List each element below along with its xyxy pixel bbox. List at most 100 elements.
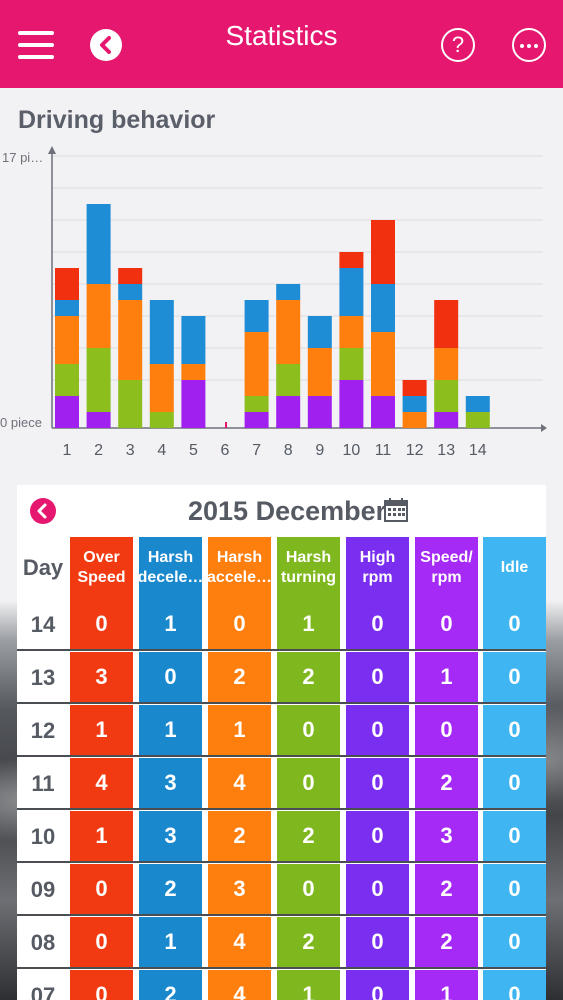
bar-segment[interactable] xyxy=(244,332,269,396)
table-cell[interactable]: 0 xyxy=(70,864,133,914)
table-cell[interactable]: 2 xyxy=(139,864,202,914)
bar-segment[interactable] xyxy=(339,316,364,348)
table-cell[interactable]: 4 xyxy=(208,917,271,967)
hamburger-menu-icon[interactable] xyxy=(18,31,54,59)
table-cell[interactable]: 1 xyxy=(277,599,340,649)
table-cell[interactable]: 0 xyxy=(415,705,478,755)
table-cell[interactable]: 0 xyxy=(346,758,409,808)
table-cell[interactable]: 2 xyxy=(208,652,271,702)
bar-segment[interactable] xyxy=(55,268,79,300)
table-cell[interactable]: 1 xyxy=(139,705,202,755)
table-cell[interactable]: 0 xyxy=(483,599,546,649)
table-cell[interactable]: 3 xyxy=(70,652,133,702)
table-cell[interactable]: 0 xyxy=(277,705,340,755)
table-cell[interactable]: 2 xyxy=(277,652,340,702)
table-cell[interactable]: 2 xyxy=(415,864,478,914)
table-cell[interactable]: 1 xyxy=(70,705,133,755)
bar-segment[interactable] xyxy=(307,396,332,428)
bar-segment[interactable] xyxy=(181,380,206,428)
bar-segment[interactable] xyxy=(118,268,143,284)
bar-segment[interactable] xyxy=(118,380,143,428)
bar-segment[interactable] xyxy=(244,412,269,428)
table-cell[interactable]: 0 xyxy=(483,864,546,914)
bar-segment[interactable] xyxy=(434,412,459,428)
bar-segment[interactable] xyxy=(55,396,79,428)
table-cell[interactable]: 1 xyxy=(70,811,133,861)
bar-segment[interactable] xyxy=(371,396,395,428)
bar-segment[interactable] xyxy=(181,316,206,364)
table-cell[interactable]: 0 xyxy=(346,917,409,967)
bar-segment[interactable] xyxy=(55,364,79,396)
bar-segment[interactable] xyxy=(276,284,301,300)
table-cell[interactable]: 3 xyxy=(415,811,478,861)
table-cell[interactable]: 0 xyxy=(208,599,271,649)
bar-segment[interactable] xyxy=(86,284,111,348)
table-cell[interactable]: 2 xyxy=(208,811,271,861)
table-cell[interactable]: 2 xyxy=(277,917,340,967)
table-cell[interactable]: 4 xyxy=(208,970,271,1000)
chevron-left-icon[interactable] xyxy=(30,498,56,524)
bar-segment[interactable] xyxy=(434,348,459,380)
table-cell[interactable]: 0 xyxy=(346,599,409,649)
bar-segment[interactable] xyxy=(339,380,364,428)
table-cell[interactable]: 0 xyxy=(346,811,409,861)
table-cell[interactable]: 1 xyxy=(415,970,478,1000)
table-cell[interactable]: 0 xyxy=(139,652,202,702)
bar-segment[interactable] xyxy=(371,220,395,284)
table-cell[interactable]: 2 xyxy=(415,917,478,967)
bar-segment[interactable] xyxy=(86,204,111,284)
table-cell[interactable]: 0 xyxy=(70,917,133,967)
bar-segment[interactable] xyxy=(402,396,427,412)
bar-segment[interactable] xyxy=(307,348,332,396)
table-cell[interactable]: 3 xyxy=(139,758,202,808)
table-cell[interactable]: 0 xyxy=(415,599,478,649)
bar-segment[interactable] xyxy=(276,364,301,396)
bar-segment[interactable] xyxy=(339,252,364,268)
bar-segment[interactable] xyxy=(149,300,174,364)
table-cell[interactable]: 1 xyxy=(139,917,202,967)
table-cell[interactable]: 0 xyxy=(70,599,133,649)
back-arrow-icon[interactable] xyxy=(90,29,122,61)
table-cell[interactable]: 0 xyxy=(483,705,546,755)
bar-segment[interactable] xyxy=(55,316,79,364)
bar-segment[interactable] xyxy=(86,412,111,428)
table-cell[interactable]: 0 xyxy=(277,758,340,808)
table-cell[interactable]: 0 xyxy=(346,705,409,755)
table-cell[interactable]: 0 xyxy=(346,652,409,702)
bar-segment[interactable] xyxy=(86,348,111,412)
table-cell[interactable]: 0 xyxy=(483,652,546,702)
help-icon[interactable]: ? xyxy=(441,28,475,62)
table-cell[interactable]: 0 xyxy=(70,970,133,1000)
bar-segment[interactable] xyxy=(149,364,174,412)
bar-segment[interactable] xyxy=(465,412,490,428)
bar-segment[interactable] xyxy=(118,300,143,380)
table-cell[interactable]: 0 xyxy=(277,864,340,914)
bar-segment[interactable] xyxy=(149,412,174,428)
bar-segment[interactable] xyxy=(402,380,427,396)
bar-segment[interactable] xyxy=(434,300,459,348)
table-cell[interactable]: 4 xyxy=(70,758,133,808)
bar-segment[interactable] xyxy=(371,332,395,396)
bar-segment[interactable] xyxy=(339,268,364,316)
bar-segment[interactable] xyxy=(118,284,143,300)
bar-segment[interactable] xyxy=(339,348,364,380)
table-cell[interactable]: 0 xyxy=(483,758,546,808)
table-cell[interactable]: 1 xyxy=(208,705,271,755)
bar-segment[interactable] xyxy=(402,412,427,428)
bar-segment[interactable] xyxy=(276,300,301,364)
table-cell[interactable]: 2 xyxy=(139,970,202,1000)
bar-segment[interactable] xyxy=(244,396,269,412)
bar-segment[interactable] xyxy=(55,300,79,316)
bar-segment[interactable] xyxy=(244,300,269,332)
table-cell[interactable]: 1 xyxy=(139,599,202,649)
table-cell[interactable]: 4 xyxy=(208,758,271,808)
table-cell[interactable]: 0 xyxy=(346,970,409,1000)
table-cell[interactable]: 1 xyxy=(277,970,340,1000)
table-cell[interactable]: 3 xyxy=(208,864,271,914)
table-cell[interactable]: 3 xyxy=(139,811,202,861)
bar-segment[interactable] xyxy=(465,396,490,412)
table-cell[interactable]: 2 xyxy=(277,811,340,861)
calendar-icon[interactable] xyxy=(384,498,408,522)
table-cell[interactable]: 0 xyxy=(483,970,546,1000)
bar-segment[interactable] xyxy=(434,380,459,412)
